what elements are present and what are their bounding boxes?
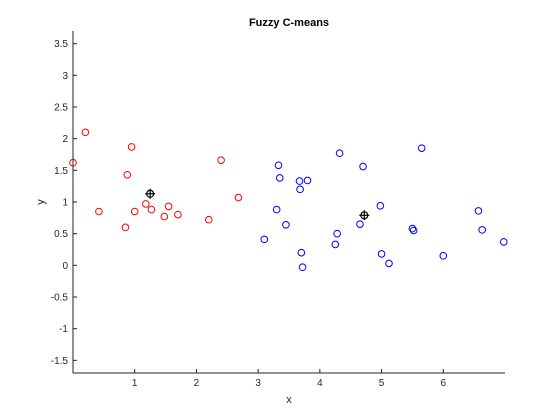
cluster-2-point <box>303 176 312 185</box>
cluster-1-point <box>204 215 213 224</box>
cluster-2-point <box>377 250 386 258</box>
cluster-2-point <box>272 205 281 214</box>
x-tick-label: 3 <box>255 378 261 389</box>
x-tick-label: 2 <box>194 378 200 389</box>
cluster-center-marker <box>145 188 156 199</box>
cluster-1-point <box>130 207 139 216</box>
cluster-2-point <box>296 185 304 194</box>
y-tick-label: -1 <box>59 324 68 335</box>
cluster-2-point <box>275 174 284 182</box>
y-tick-label: 0.5 <box>54 229 68 240</box>
x-axis-label: x <box>286 394 292 406</box>
cluster-2-point <box>478 226 486 234</box>
cluster-2-point <box>409 226 418 235</box>
cluster-1-point <box>164 202 173 211</box>
chart-title: Fuzzy C-means <box>249 17 329 29</box>
cluster-1-point <box>95 207 103 216</box>
cluster-2-point <box>499 238 508 246</box>
x-tick-label: 4 <box>317 378 323 389</box>
cluster-2-point <box>298 263 307 272</box>
y-tick-label: 2 <box>62 134 68 145</box>
data-points <box>69 128 508 272</box>
y-tick-label: -0.5 <box>51 293 69 304</box>
y-tick-label: 3.5 <box>54 39 68 50</box>
cluster-1-point <box>147 205 156 214</box>
cluster-2-point <box>274 161 283 170</box>
x-tick-label: 5 <box>379 378 385 389</box>
cluster-center-marker <box>359 210 370 221</box>
plot-area <box>73 31 505 373</box>
cluster-2-point <box>356 220 364 228</box>
cluster-1-point <box>160 212 169 221</box>
x-tick-label: 1 <box>132 378 138 389</box>
axis-ticks: 1 2 3 4 5 6 -1.5 -1 -0.5 0 0.5 1 1.5 2 2.5 3 3.5 <box>51 39 447 389</box>
cluster-2-point <box>282 221 290 229</box>
cluster-2-point <box>333 229 341 238</box>
cluster-2-point <box>297 248 306 257</box>
x-tick-label: 6 <box>441 378 447 389</box>
cluster-1-point <box>127 143 136 151</box>
cluster-2-point <box>439 252 448 260</box>
y-tick-label: 3 <box>62 71 68 82</box>
cluster-2-point <box>474 207 483 215</box>
y-tick-label: -1.5 <box>51 356 69 367</box>
cluster-2-point <box>376 202 385 210</box>
y-tick-label: 2.5 <box>54 103 68 114</box>
cluster-1-point <box>217 156 225 164</box>
y-tick-label: 1 <box>62 198 68 209</box>
cluster-2-point <box>260 235 269 244</box>
cluster-centers <box>145 188 370 221</box>
cluster-1-point <box>81 128 90 137</box>
cluster-2-point <box>385 259 393 268</box>
cluster-2-point <box>408 224 417 233</box>
cluster-2-point <box>417 144 426 152</box>
cluster-2-point <box>359 162 367 171</box>
cluster-1-point <box>123 170 132 179</box>
cluster-1-point <box>234 193 243 202</box>
cluster-1-point <box>142 200 150 208</box>
cluster-2-point <box>331 240 340 249</box>
cluster-2-point <box>335 149 344 158</box>
y-tick-label: 1.5 <box>54 166 68 177</box>
cluster-2-point <box>295 177 304 185</box>
cluster-1-point <box>121 223 130 232</box>
y-axis-label: y <box>35 199 47 205</box>
y-tick-label: 0 <box>62 261 68 272</box>
cluster-1-point <box>174 210 182 219</box>
